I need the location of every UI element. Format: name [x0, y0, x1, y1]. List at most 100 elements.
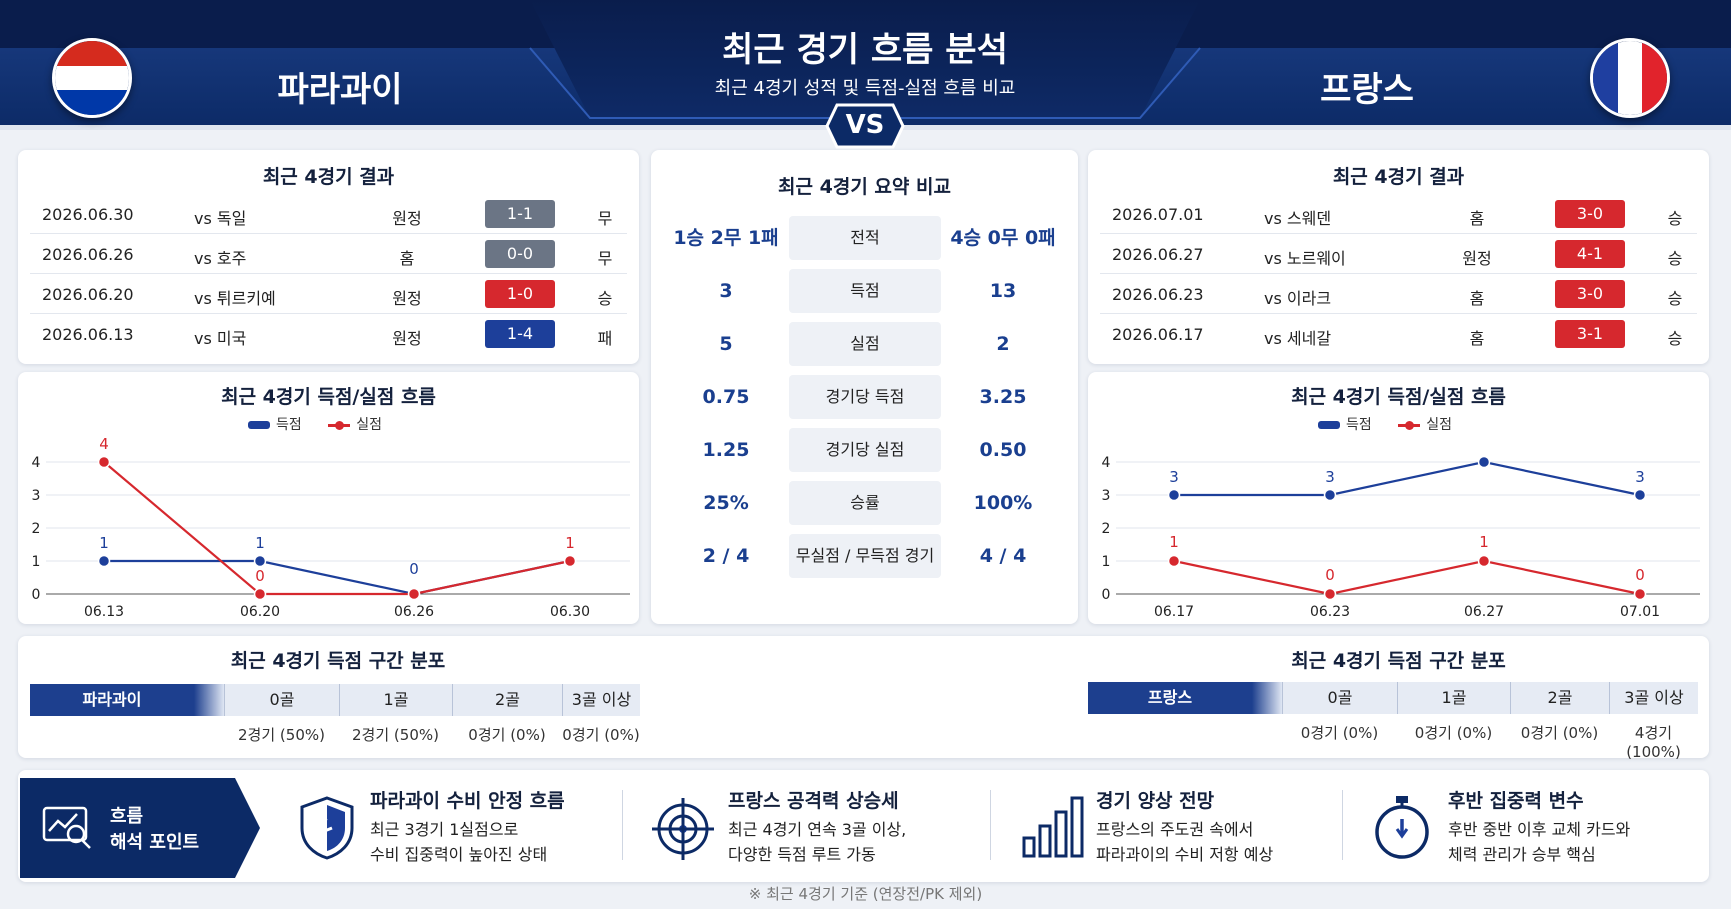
- legend-swatch: [328, 420, 351, 430]
- table-row: 2026.06.13 vs 미국 원정 1-4 패: [30, 314, 627, 354]
- data-point: [1167, 488, 1181, 502]
- match-opponent: vs 이라크: [1264, 289, 1332, 308]
- dist-fade: [194, 684, 224, 716]
- footnote: ※ 최근 4경기 기준 (연장전/PK 제외): [748, 885, 983, 903]
- target-icon: [652, 798, 714, 860]
- match-outcome: 패: [597, 329, 613, 348]
- summary-right-value: 0.50: [979, 439, 1027, 461]
- match-date: 2026.06.30: [42, 205, 134, 224]
- legend-swatch: [1318, 421, 1340, 429]
- y-tick-label: 2: [32, 521, 41, 537]
- summary-right-value: 3.25: [979, 386, 1027, 408]
- summary-right-value: 4승 0무 0패: [950, 227, 1056, 249]
- insight-title: 경기 양상 전망: [1096, 790, 1215, 812]
- summary-right-value: 13: [989, 280, 1017, 302]
- data-label: 1: [99, 534, 109, 552]
- data-point: [97, 554, 111, 568]
- summary-label: 전적: [789, 216, 941, 260]
- data-label: 3: [1325, 468, 1335, 486]
- insight-line: 최근 3경기 1실점으로: [370, 820, 519, 839]
- match-opponent: vs 스웨덴: [1264, 209, 1332, 228]
- insight-item: 경기 양상 전망 프랑스의 주도권 속에서 파라과이의 수비 저항 예상: [1018, 786, 1358, 866]
- match-score-badge: 0-0: [485, 240, 555, 268]
- match-venue: 홈: [399, 249, 415, 268]
- summary-row: 25% 승률 100%: [651, 481, 1078, 525]
- table-row: 2026.06.26 vs 호주 홈 0-0 무: [30, 234, 627, 274]
- x-tick-label: 06.30: [550, 604, 590, 620]
- left-chart-title: 최근 4경기 득점/실점 흐름: [221, 386, 436, 408]
- data-point: [1633, 488, 1647, 502]
- match-venue: 원정: [1462, 249, 1492, 268]
- dist-value: 4경기 (100%): [1626, 724, 1681, 761]
- right-chart-panel: 최근 4경기 득점/실점 흐름 득점 실점 0 1 2 3 4 06.17 06.23 06.…: [1088, 372, 1709, 624]
- series-line-conceded: [1173, 559, 1641, 596]
- match-outcome: 승: [1667, 249, 1683, 268]
- match-score-badge: 4-1: [1555, 240, 1625, 268]
- insight-title: 프랑스 공격력 상승세: [728, 790, 899, 812]
- dist-header-0goals: 0골: [224, 684, 339, 716]
- summary-left-value: 1승 2무 1패: [673, 227, 779, 249]
- legend-item-conceded: 실점: [328, 414, 382, 434]
- match-outcome: 승: [597, 289, 613, 308]
- insight-item: 프랑스 공격력 상승세 최근 4경기 연속 3골 이상, 다양한 득점 루트 가…: [650, 786, 990, 866]
- match-venue: 홈: [1469, 289, 1485, 308]
- match-opponent: vs 튀르키예: [194, 289, 276, 308]
- summary-right-value: 2: [996, 333, 1010, 355]
- right-line-chart: 0 1 2 3 4 06.17 06.23 06.27 07.01 3 3 3 1 0 1 0: [1102, 455, 1700, 620]
- summary-label: 경기당 득점: [789, 375, 941, 419]
- y-tick-label: 2: [1102, 521, 1111, 537]
- left-results-title: 최근 4경기 결과: [262, 166, 395, 188]
- dist-header-2goals: 2골: [1510, 682, 1609, 714]
- data-label: 3: [1169, 468, 1179, 486]
- table-row: 2026.06.27 vs 노르웨이 원정 4-1 승: [1100, 234, 1697, 274]
- summary-label: 득점: [789, 269, 941, 313]
- data-point: [1323, 488, 1337, 502]
- data-label: 1: [255, 534, 265, 552]
- match-opponent: vs 호주: [194, 249, 247, 268]
- match-score-badge: 1-0: [485, 280, 555, 308]
- data-label: 0: [255, 567, 265, 585]
- summary-row: 3 득점 13: [651, 269, 1078, 313]
- right-results-table: 2026.07.01 vs 스웨덴 홈 3-0 승 2026.06.27 vs …: [1100, 194, 1697, 354]
- divider: [990, 790, 991, 860]
- match-venue: 홈: [1469, 329, 1485, 348]
- left-results-panel: 최근 4경기 결과 2026.06.30 vs 독일 원정 1-1 무 2026…: [18, 150, 639, 364]
- right-chart-legend: 득점 실점: [1318, 414, 1474, 434]
- summary-row: 2 / 4 무실점 / 무득점 경기 4 / 4: [651, 534, 1078, 578]
- data-point: [1477, 455, 1491, 469]
- france-flag-icon: [1590, 38, 1670, 118]
- data-point: [407, 587, 421, 601]
- flag-stripe: [55, 65, 129, 91]
- match-venue: 원정: [392, 289, 422, 308]
- vs-badge: [825, 103, 905, 149]
- summary-row: 1승 2무 1패 전적 4승 0무 0패: [651, 216, 1078, 260]
- page-subtitle: 최근 4경기 성적 및 득점-실점 흐름 비교: [714, 78, 1016, 99]
- data-label: 3: [1635, 468, 1645, 486]
- insight-label-banner: [20, 778, 260, 878]
- y-tick-label: 1: [32, 554, 41, 570]
- y-tick-label: 0: [1102, 587, 1111, 603]
- insight-line: 다양한 득점 루트 가동: [728, 845, 876, 864]
- dist-header-2goals: 2골: [452, 684, 562, 716]
- match-outcome: 무: [597, 209, 613, 228]
- series-line-goals: [104, 559, 571, 596]
- legend-swatch: [1398, 420, 1421, 430]
- x-tick-label: 06.26: [394, 604, 434, 620]
- dist-value: 0경기 (0%): [1300, 724, 1379, 742]
- match-date: 2026.07.01: [1112, 205, 1204, 224]
- x-tick-label: 06.20: [240, 604, 280, 620]
- match-venue: 홈: [1469, 209, 1485, 228]
- summary-title: 최근 4경기 요약 비교: [778, 176, 951, 198]
- right-results-panel: 최근 4경기 결과 2026.07.01 vs 스웨덴 홈 3-0 승 2026…: [1088, 150, 1709, 364]
- dist-value: 0경기 (0%): [468, 726, 546, 744]
- summary-left-value: 25%: [703, 492, 749, 514]
- dist-header-0goals: 0골: [1282, 682, 1397, 714]
- right-team-name: 프랑스: [1320, 70, 1414, 110]
- match-date: 2026.06.23: [1112, 285, 1204, 304]
- data-point: [1477, 554, 1491, 568]
- data-label: 0: [1635, 566, 1645, 584]
- legend-label: 실점: [356, 417, 382, 433]
- match-score-badge: 3-1: [1555, 320, 1625, 348]
- insight-item: 파라과이 수비 안정 흐름 최근 3경기 1실점으로 수비 집중력이 높아진 상…: [292, 786, 632, 866]
- dist-value: 0경기 (0%): [1414, 724, 1493, 742]
